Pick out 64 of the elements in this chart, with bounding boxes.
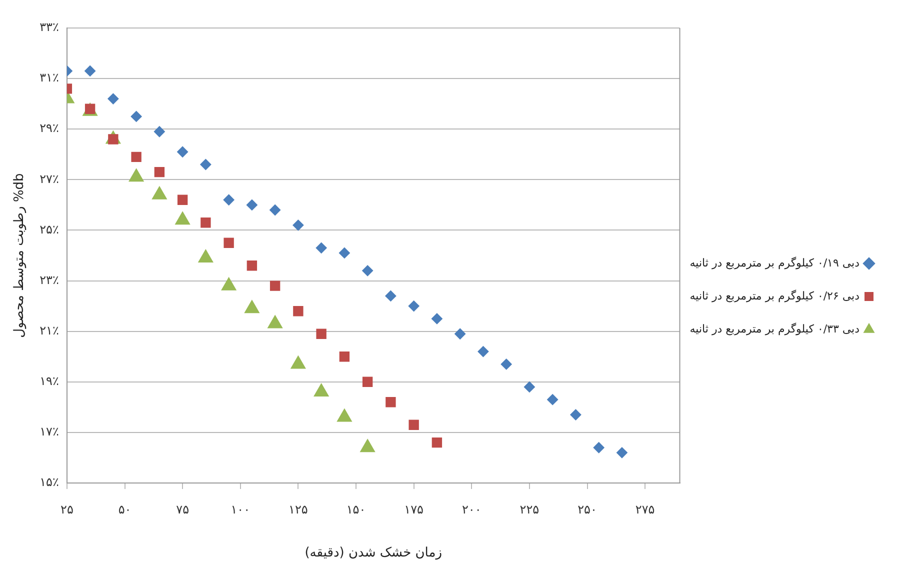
- y-tick-label: ۱۷٪: [40, 424, 59, 439]
- point: [154, 166, 165, 178]
- y-tick-label: ۱۹٪: [40, 374, 59, 388]
- point: [246, 260, 258, 271]
- point: [362, 376, 373, 387]
- x-tick-label: ۲۰۰: [462, 502, 482, 516]
- y-tick-label: ۲۱٪: [40, 323, 59, 338]
- point: [200, 218, 211, 228]
- x-tick-label: ۱۰۰: [230, 502, 250, 516]
- point: [108, 93, 119, 104]
- point: [223, 194, 234, 206]
- point: [500, 358, 512, 370]
- point: [316, 242, 327, 254]
- x-tick-label: ۷۵: [176, 502, 190, 516]
- point: [478, 346, 489, 358]
- point: [408, 420, 419, 430]
- point: [292, 220, 304, 231]
- y-axis-title: رطوبت متوسط محصول %db: [12, 173, 28, 338]
- x-tick-label: ۱۷۵: [404, 502, 424, 516]
- point: [385, 290, 396, 302]
- point: [547, 394, 558, 406]
- point: [200, 159, 212, 170]
- point: [593, 442, 604, 454]
- y-tick-label: ۲۳٪: [40, 272, 59, 287]
- point: [270, 204, 281, 216]
- legend-label: دبی ۰/۳۳ کیلوگرم بر مترمربع در ثانیه: [690, 322, 860, 336]
- point: [131, 152, 142, 162]
- x-tick-label: ۱۵۰: [346, 502, 366, 516]
- x-tick-label: ۱۲۵: [288, 502, 308, 516]
- point: [177, 194, 188, 205]
- x-axis-title: زمان خشک شدن (دقیقه): [304, 546, 442, 561]
- x-tick-label: ۵۰: [118, 502, 132, 516]
- point: [177, 146, 188, 158]
- point: [362, 265, 374, 276]
- legend-label: دبی ۰/۱۹ کیلوگرم بر مترمربع در ثانیه: [690, 256, 860, 270]
- point: [454, 328, 466, 340]
- legend-label: دبی ۰/۲۶ کیلوگرم بر مترمربع در ثانیه: [690, 289, 860, 302]
- point: [270, 280, 280, 291]
- point: [431, 313, 442, 324]
- point: [224, 238, 234, 248]
- point: [316, 328, 326, 339]
- point: [338, 247, 350, 258]
- y-tick-label: ۱۵٪: [40, 475, 59, 490]
- point: [432, 437, 442, 448]
- y-tick-label: ۲۹٪: [40, 121, 59, 136]
- x-tick-label: ۲۵۰: [578, 502, 597, 516]
- point: [386, 397, 396, 408]
- point: [339, 352, 350, 362]
- x-tick-label: ۲۲۵: [520, 502, 540, 516]
- point: [616, 447, 628, 458]
- y-tick-label: ۳۱٪: [40, 70, 59, 85]
- point: [130, 110, 142, 122]
- y-tick-label: ۲۵٪: [40, 222, 59, 236]
- y-tick-label: ۲۷٪: [40, 172, 59, 186]
- y-tick-label: ۳۳٪: [40, 20, 59, 34]
- point: [154, 126, 165, 138]
- point: [84, 65, 96, 76]
- point: [246, 199, 258, 210]
- point: [293, 306, 304, 316]
- x-tick-label: ۲۵: [60, 502, 74, 516]
- x-tick-label: ۲۷۵: [635, 502, 655, 516]
- point: [408, 300, 420, 312]
- point: [524, 381, 535, 392]
- point: [570, 409, 582, 420]
